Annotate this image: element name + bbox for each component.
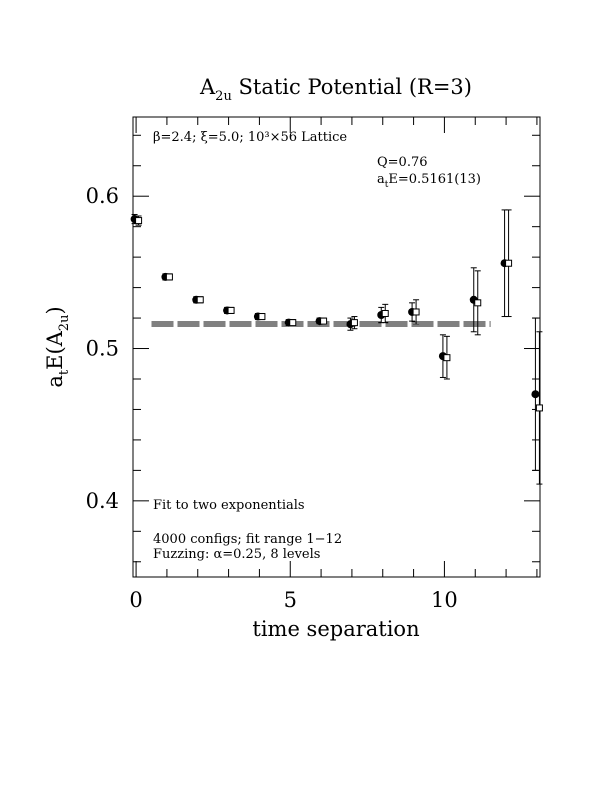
data-point-square: [289, 319, 297, 327]
data-points: [130, 209, 543, 485]
marker-square: [381, 309, 389, 317]
plot-frame: [132, 116, 541, 578]
chart-title: A2u Static Potential (R=3): [199, 75, 472, 104]
data-point-square: [381, 303, 389, 324]
x-tick-label: 10: [431, 588, 458, 612]
marker-square: [412, 308, 420, 316]
data-point-square: [258, 312, 266, 321]
marker-square: [258, 313, 266, 321]
data-point-square: [227, 306, 235, 314]
y-tick-label: 0.6: [86, 184, 119, 208]
annotation-configs-note: 4000 configs; fit range 1−12: [153, 532, 342, 547]
marker-square: [350, 319, 358, 327]
data-point-square: [196, 296, 204, 304]
data-point-square: [165, 273, 173, 281]
annotation-q-value: Q=0.76: [377, 155, 428, 170]
marker-square: [135, 217, 143, 225]
y-tick-label: 0.5: [86, 337, 119, 361]
annotation-fuzzing-note: Fuzzing: α=0.25, 8 levels: [153, 547, 320, 562]
x-axis-label: time separation: [252, 617, 419, 641]
marker-square: [535, 404, 543, 412]
annotation-energy: atE=0.5161(13): [377, 172, 481, 190]
x-tick-label: 0: [129, 588, 142, 612]
marker-square: [196, 296, 204, 304]
marker-square: [474, 299, 482, 307]
marker-circle: [531, 390, 540, 399]
annotation-fit-note: Fit to two exponentials: [153, 498, 305, 513]
y-axis-label: atE(A2u): [43, 306, 72, 387]
marker-square: [443, 354, 451, 362]
data-point-square: [505, 209, 513, 318]
marker-square: [165, 273, 173, 281]
data-point-square: [474, 270, 482, 336]
marker-square: [320, 317, 328, 325]
data-point-circle: [531, 317, 540, 471]
data-point-square: [135, 215, 143, 226]
data-point-square: [535, 331, 543, 485]
data-point-square: [412, 299, 420, 325]
marker-square: [227, 306, 235, 314]
data-point-square: [443, 335, 451, 380]
annotation-lattice: β=2.4; ξ=5.0; 10³×56 Lattice: [153, 130, 347, 145]
y-tick-label: 0.4: [86, 489, 119, 513]
data-point-square: [320, 317, 328, 325]
data-point-square: [350, 316, 358, 330]
marker-square: [505, 259, 513, 267]
marker-square: [289, 319, 297, 327]
x-tick-label: 5: [284, 588, 297, 612]
